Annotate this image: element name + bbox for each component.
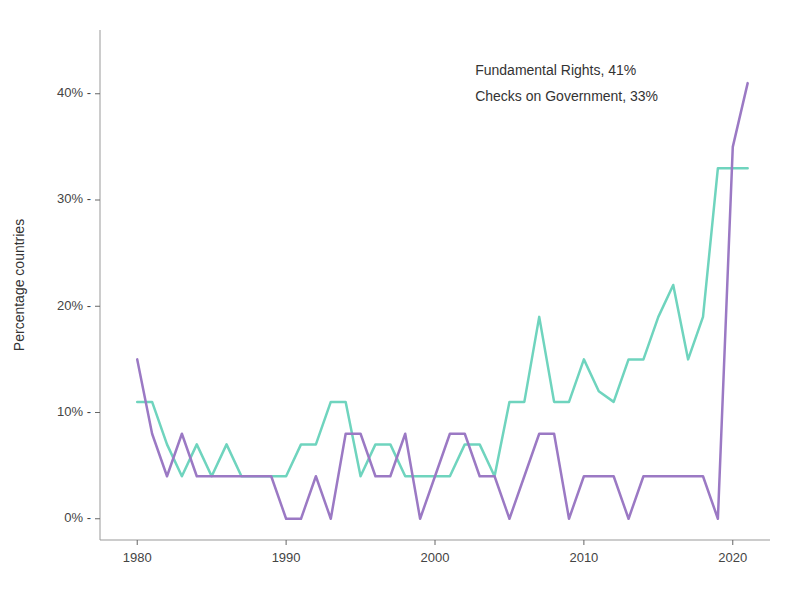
x-tick-mark — [583, 540, 584, 545]
series-line — [137, 168, 747, 476]
x-tick-label: 2020 — [718, 550, 747, 565]
annotations: Fundamental Rights, 41% Checks on Governm… — [475, 62, 658, 104]
x-tick-mark — [435, 540, 436, 545]
y-tick-mark — [95, 412, 100, 413]
y-tick-mark — [95, 306, 100, 307]
x-tick-label: 1980 — [123, 550, 152, 565]
x-tick-label: 2010 — [569, 550, 598, 565]
x-tick-mark — [732, 540, 733, 545]
y-tick-mark — [95, 200, 100, 201]
y-tick-mark — [95, 518, 100, 519]
annotation: Fundamental Rights, 41% — [475, 62, 636, 78]
chart: 1980 1990 2000 2010 2020 0% - 10% - 20% - 30% - 4… — [0, 0, 800, 600]
y-ticks: 0% - 10% - 20% - 30% - 40% - — [57, 85, 100, 525]
y-tick-label: 30% - — [57, 191, 91, 206]
plot-area — [137, 83, 747, 519]
y-tick-mark — [95, 93, 100, 94]
x-tick-label: 2000 — [421, 550, 450, 565]
y-axis-line — [100, 30, 101, 540]
annotation: Checks on Government, 33% — [475, 88, 658, 104]
y-tick-label: 10% - — [57, 404, 91, 419]
y-tick-label: 0% - — [64, 510, 91, 525]
x-ticks: 1980 1990 2000 2010 2020 — [123, 540, 747, 565]
y-tick-label: 20% - — [57, 298, 91, 313]
series-line — [137, 83, 747, 519]
y-tick-label: 40% - — [57, 85, 91, 100]
x-tick-label: 1990 — [272, 550, 301, 565]
x-tick-mark — [286, 540, 287, 545]
x-tick-mark — [137, 540, 138, 545]
y-axis-label: Percentage countries — [11, 219, 27, 351]
